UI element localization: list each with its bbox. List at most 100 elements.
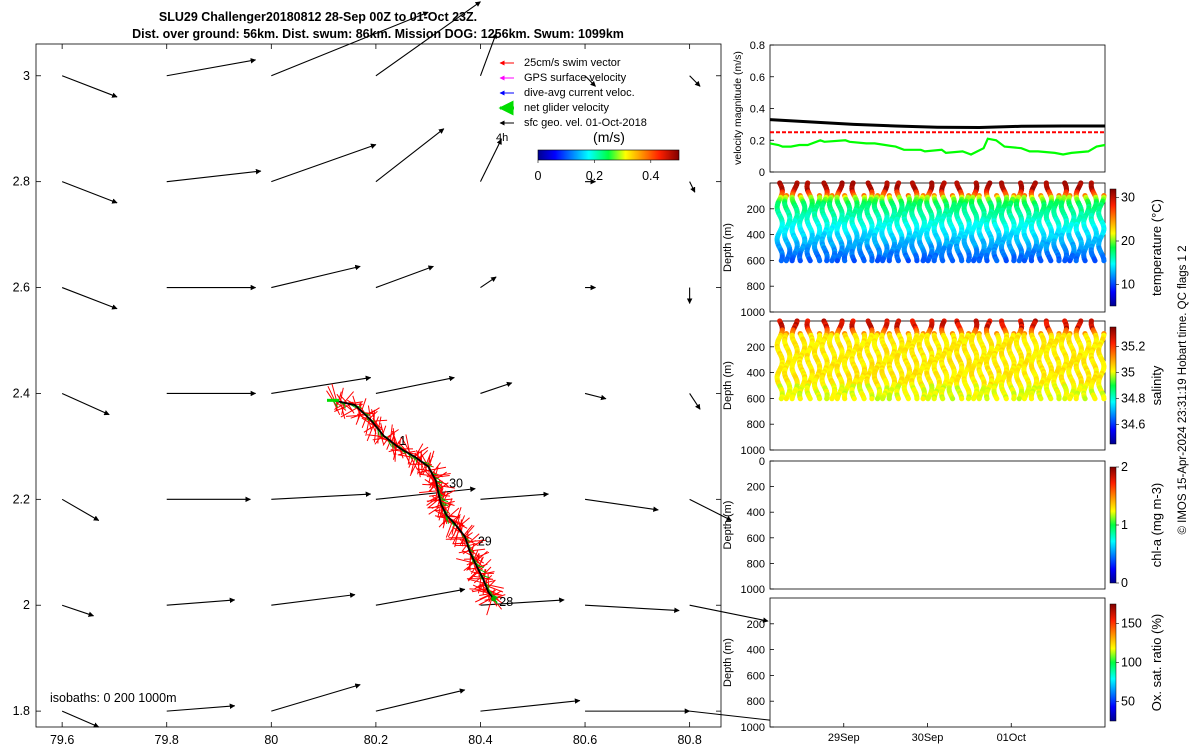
date-tick-label: 30Sep [912, 732, 944, 744]
profile-dot [797, 258, 803, 264]
legend-sfc-label: sfc geo. vel. 01-Oct-2018 [524, 117, 647, 129]
profile-dot [1082, 396, 1088, 402]
profile-dot [1011, 258, 1017, 264]
legend-swim-label: 25cm/s swim vector [524, 57, 621, 69]
geo-velocity-arrow [689, 181, 696, 193]
profile-dot [797, 396, 803, 402]
profile-dot [1056, 396, 1062, 402]
profile-dot [869, 258, 875, 264]
profile-dot [1028, 396, 1035, 402]
geo-velocity-arrow [61, 604, 95, 617]
profile-dot [1016, 396, 1022, 402]
geo-velocity-arrow [689, 710, 785, 724]
profile-dot [880, 396, 886, 402]
geo-velocity-arrow [375, 375, 455, 394]
geo-velocity-arrow [585, 604, 680, 613]
speed-colorbar-bar [537, 149, 680, 161]
legend-net-label: net glider velocity [524, 102, 609, 114]
depth-colorbar-tick-label: 35.2 [1121, 340, 1145, 354]
profile-dot [1101, 396, 1107, 402]
geo-velocity-arrow [271, 683, 361, 712]
geo-velocity-arrow [480, 698, 581, 712]
profile-dot [778, 258, 784, 264]
speed-colorbar-tick-label: 0.4 [642, 169, 659, 183]
depth-y-ticks: 200 400 600 800 1000 [741, 619, 774, 734]
profile-dot [874, 396, 881, 402]
speed-colorbar-unit: (m/s) [593, 129, 625, 145]
depth-y-tick-label: 200 [747, 342, 765, 354]
velocity-series [769, 118, 1106, 156]
profile-dot [807, 396, 813, 402]
profile-dot [914, 396, 920, 402]
geo-velocity-arrow [480, 491, 549, 500]
profile-dot [1038, 258, 1044, 264]
profile-dot [1003, 258, 1009, 264]
profile-dot [971, 258, 977, 264]
depth-ylabel: Depth (m) [722, 223, 734, 272]
profile-dot [829, 258, 835, 264]
depth-axes-box [769, 460, 1106, 590]
day-label: 28 [499, 595, 513, 609]
profile-dot [914, 258, 920, 264]
profile-dot [834, 258, 840, 264]
day-label: 29 [478, 535, 492, 549]
geo-velocity-arrow [271, 592, 356, 606]
geo-velocity-arrow [375, 688, 466, 712]
depth-colorbar-label: temperature (°C) [1149, 199, 1164, 296]
legend-gps-label: GPS surface velocity [524, 72, 627, 84]
profile-dot [925, 396, 931, 402]
depth-y-tick-label: 0 [759, 456, 765, 468]
geo-velocity-arrow [271, 11, 429, 77]
profile-dot [965, 258, 972, 264]
geo-velocity-arrow [479, 32, 498, 76]
depth-panel-temperature: 200 400 600 800 1000 Depth (m) 10 20 30 temperatu… [722, 180, 1164, 319]
profile-dot [1016, 258, 1022, 264]
profile-dot [817, 396, 823, 402]
profile-dot [959, 258, 965, 264]
profile-dot [976, 258, 982, 264]
profile-dot [965, 396, 972, 402]
profile-dot [1003, 396, 1009, 402]
geo-velocity-arrow [689, 75, 701, 87]
figure-title-line1: SLU29 Challenger20180812 28-Sep 00Z to 0… [159, 10, 477, 24]
geo-velocity-arrow [61, 287, 118, 310]
geo-velocity-arrow [480, 597, 565, 606]
profile-dot [976, 396, 982, 402]
depth-panel-oxygen: 200 400 600 800 1000 Depth (m) 50 100 150 Ox. sat… [722, 597, 1164, 734]
day-label: 1 [399, 434, 406, 448]
depth-y-tick-label: 1000 [741, 584, 765, 596]
profile-dot [1067, 258, 1073, 264]
map-y-ticks: 1.8 2 2.2 2.4 2.6 2.8 3 [13, 69, 721, 718]
velocity-y-tick-label: 0.6 [750, 72, 765, 84]
profile-dot [994, 396, 1000, 402]
speed-colorbar: (m/s) 0 0.2 0.4 [535, 129, 680, 183]
geo-velocity-arrow [61, 75, 118, 98]
depth-y-tick-label: 400 [747, 368, 765, 380]
profile-dot [842, 396, 848, 402]
profile-dot [824, 396, 830, 402]
geo-velocity-arrow [271, 491, 372, 500]
track-end-marker [491, 596, 497, 602]
depth-colorbar [1109, 188, 1117, 307]
profile-dot [1048, 258, 1054, 264]
depth-ylabel: Depth (m) [722, 361, 734, 410]
map-axes-box [35, 43, 722, 728]
profile-dot [940, 396, 946, 402]
glider-track-group [326, 383, 506, 616]
profile-dot [920, 396, 926, 402]
depth-colorbar [1109, 326, 1117, 445]
profile-dot [851, 396, 857, 402]
depth-ylabel: Depth (m) [722, 638, 734, 687]
geo-velocity-arrow [375, 587, 466, 606]
depth-y-tick-label: 200 [747, 204, 765, 216]
profile-dot [920, 258, 926, 264]
depth-y-tick-label: 1000 [741, 445, 765, 457]
geo-velocity-arrow [271, 264, 361, 289]
depth-y-tick-label: 600 [747, 533, 765, 545]
geo-velocity-arrow [584, 498, 659, 512]
depth-y-tick-label: 800 [747, 696, 765, 708]
map-x-tick-label: 80.2 [364, 733, 388, 747]
map-y-tick-label: 2 [23, 598, 30, 612]
